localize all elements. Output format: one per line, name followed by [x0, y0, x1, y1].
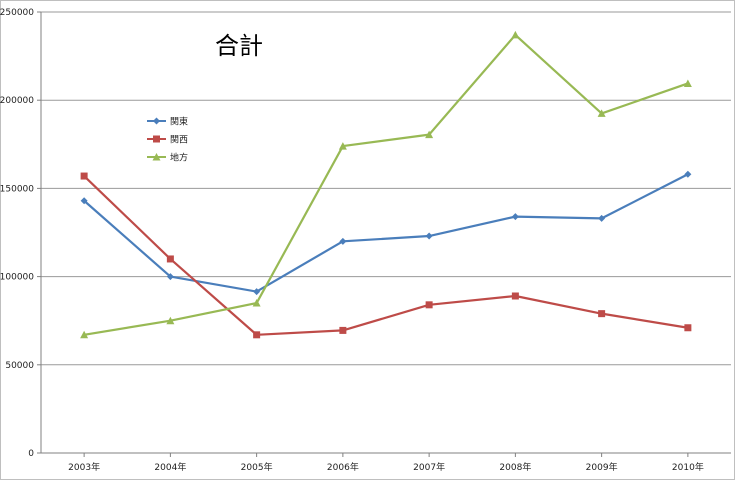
data-point	[252, 299, 261, 307]
data-point	[166, 273, 174, 281]
data-point	[425, 301, 433, 309]
data-point	[166, 316, 175, 325]
data-point	[166, 255, 174, 263]
data-point	[80, 172, 88, 180]
data-point	[425, 130, 434, 139]
y-tick-label: 200000	[0, 96, 34, 106]
x-tick-label: 2004年	[154, 461, 186, 473]
series-line	[83, 175, 689, 336]
series-line	[83, 173, 689, 293]
data-point	[339, 326, 347, 334]
data-point	[684, 324, 692, 332]
series-1	[80, 172, 692, 339]
data-point	[253, 288, 261, 296]
legend-marker	[153, 135, 160, 143]
series-group	[80, 30, 692, 339]
data-point	[80, 197, 88, 205]
y-tick-label: 150000	[0, 184, 34, 194]
y-tick-label: 50000	[5, 361, 34, 371]
data-point	[253, 331, 261, 339]
data-point	[511, 213, 519, 221]
data-point	[425, 232, 433, 240]
gridlines	[37, 11, 731, 454]
legend-label: 関西	[170, 135, 188, 146]
legend-label: 関東	[170, 116, 188, 128]
legend-entry: 関西	[147, 135, 188, 146]
chart-title: 合計	[215, 32, 263, 60]
series-0	[80, 170, 692, 296]
x-tick-label: 2010年	[672, 461, 704, 473]
y-tick-label: 0	[28, 449, 34, 459]
data-point	[684, 170, 692, 178]
legend-label: 地方	[170, 152, 188, 164]
legend-entry: 地方	[147, 152, 188, 164]
data-point	[597, 109, 606, 117]
data-point	[511, 30, 520, 39]
x-tick-label: 2003年	[68, 461, 100, 473]
data-point	[511, 292, 519, 300]
data-point	[339, 237, 347, 245]
x-tick-label: 2005年	[241, 461, 273, 473]
data-point	[80, 330, 89, 339]
legend-entry: 関東	[147, 116, 188, 128]
x-axis-tick-labels: 2003年 2004年 2005年 2006年 2007年 2008年 2009年 2010年	[68, 453, 704, 473]
y-axis-tick-labels: 0 50000 100000 150000 200000 250000	[0, 8, 34, 459]
x-tick-label: 2008年	[499, 461, 531, 473]
x-tick-label: 2006年	[327, 461, 359, 473]
y-tick-label: 100000	[0, 273, 34, 283]
data-point	[598, 214, 606, 222]
x-tick-label: 2009年	[586, 461, 618, 473]
legend-marker	[152, 153, 161, 161]
y-tick-label: 250000	[0, 8, 34, 18]
series-2	[80, 30, 692, 339]
data-point	[683, 79, 692, 87]
series-line	[83, 33, 689, 336]
data-point	[338, 142, 347, 150]
x-tick-label: 2007年	[413, 461, 445, 473]
legend-marker	[153, 117, 160, 125]
data-point	[598, 310, 606, 318]
